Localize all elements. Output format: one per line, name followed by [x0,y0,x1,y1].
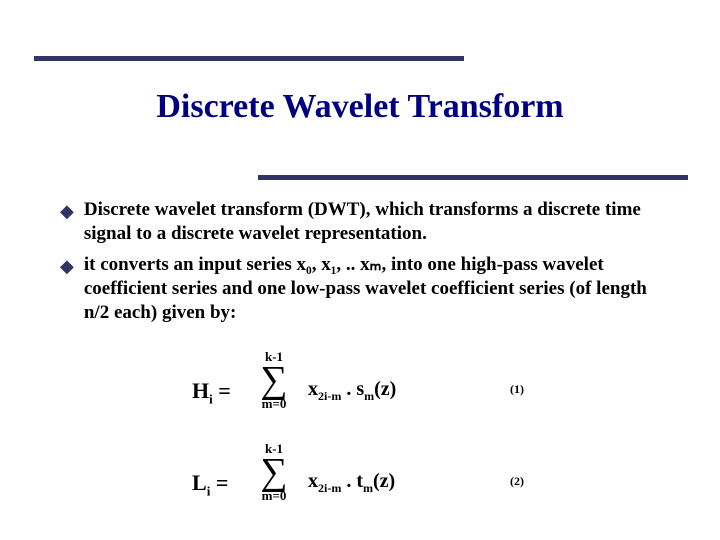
bullet-item: ◆ it converts an input series x₀, x₁, ..… [60,253,670,326]
summation: k-1 ∑ m=0 [250,350,298,410]
content-area: ◆ Discrete wavelet transform (DWT), whic… [60,198,670,332]
eq-term: x2i-m . sm(z) [308,378,396,404]
title-underline-bar [258,175,688,180]
slide-title: Discrete Wavelet Transform [0,88,720,126]
eq-lhs: Hi = [192,378,231,407]
sum-lower: m=0 [250,397,298,410]
equation-number: (1) [510,382,524,397]
eq-equals: = [210,470,228,495]
bullet-text: Discrete wavelet transform (DWT), which … [84,198,670,247]
eq-var: x [308,378,318,400]
sigma-icon: ∑ [250,363,298,397]
sigma-icon: ∑ [250,455,298,489]
eq-symbol: H [192,378,209,403]
equation-l: Li = k-1 ∑ m=0 x2i-m . tm(z) (2) [0,442,720,522]
diamond-bullet-icon: ◆ [60,255,74,278]
eq-var: s [356,378,364,400]
eq-subscript: 2i-m [318,481,341,495]
bullet-text: it converts an input series x₀, x₁, .. x… [84,253,670,326]
eq-dot: . [341,470,356,492]
eq-var: x [308,470,318,492]
eq-arg: (z) [373,470,395,492]
eq-var: t [356,470,363,492]
eq-subscript: m [364,389,374,403]
summation: k-1 ∑ m=0 [250,442,298,502]
eq-subscript: 2i-m [318,389,341,403]
diamond-bullet-icon: ◆ [60,200,74,223]
top-accent-bar [34,56,464,61]
eq-dot: . [341,378,356,400]
bullet-item: ◆ Discrete wavelet transform (DWT), whic… [60,198,670,247]
eq-arg: (z) [374,378,396,400]
eq-subscript: m [363,481,373,495]
sum-lower: m=0 [250,489,298,502]
eq-lhs: Li = [192,470,228,499]
eq-equals: = [213,378,231,403]
eq-term: x2i-m . tm(z) [308,470,395,496]
equation-number: (2) [510,474,524,489]
equation-h: Hi = k-1 ∑ m=0 x2i-m . sm(z) (1) [0,350,720,430]
equations-block: Hi = k-1 ∑ m=0 x2i-m . sm(z) (1) Li = k-… [0,350,720,534]
eq-symbol: L [192,470,207,495]
